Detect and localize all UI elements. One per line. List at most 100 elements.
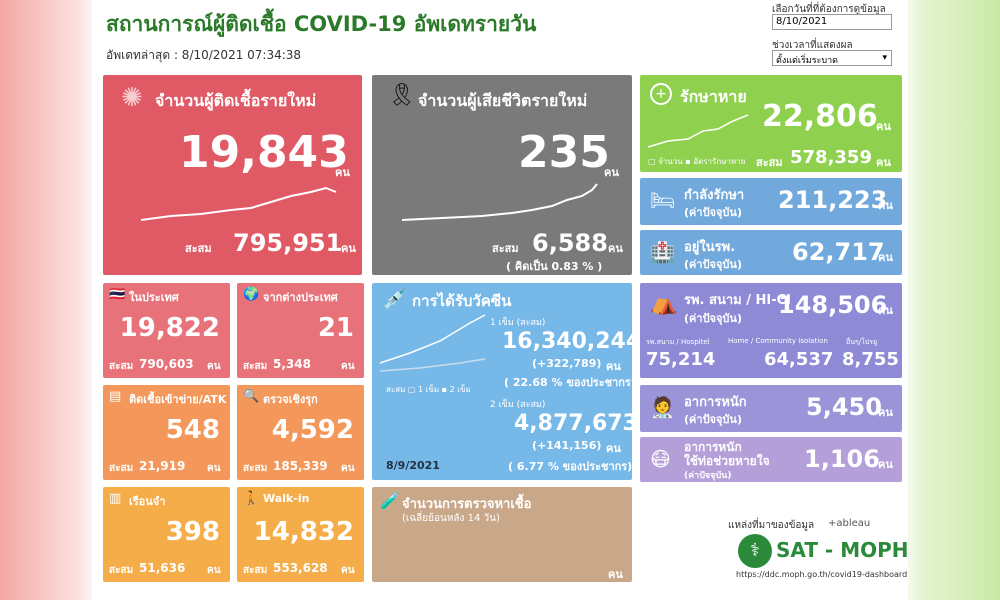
dose1-unit: คน: [606, 360, 621, 373]
total-label: สะสม: [492, 242, 519, 255]
deaths-card: 🎗 จำนวนผู้เสียชีวิตรายใหม่ 235 คน สะสม 6…: [372, 75, 632, 275]
sparkline: [648, 114, 749, 148]
sparkline: [141, 186, 337, 221]
total-unit: คน: [341, 361, 355, 372]
date-label: เลือกวันที่ที่ต้องการดูข้อมูล: [772, 4, 886, 15]
total-unit: คน: [608, 242, 623, 255]
card-title: รักษาหาย: [680, 87, 747, 106]
atk-card: ▤ ติดเชื้อเข้าข่าย/ATK 548 สะสม 21,919 คน: [103, 385, 230, 480]
card-title: จากต่างประเทศ: [263, 291, 338, 304]
sparkline: [380, 314, 486, 372]
note: (ค่าปัจจุบัน): [684, 413, 742, 426]
total-label: สะสม: [756, 156, 783, 169]
prison-card: ▥ เรือนจำ 398 สะสม 51,636 คน: [103, 487, 230, 582]
value: 211,223: [778, 186, 888, 214]
card-title: ติดเชื้อเข้าข่าย/ATK: [129, 393, 227, 406]
dose1: 16,340,244: [502, 329, 632, 354]
unit: คน: [876, 120, 891, 133]
card-title: อยู่ในรพ.: [684, 240, 736, 255]
date-input[interactable]: 8/10/2021: [772, 14, 892, 30]
legend: สะสม ▢ 1 เข็ม ▪ 2 เข็ม: [386, 385, 471, 394]
card-title: ตรวจเชิงรุก: [263, 393, 318, 406]
vaccine-card: 💉 การได้รับวัคซีน สะสม ▢ 1 เข็ม ▪ 2 เข็ม…: [372, 283, 632, 480]
total-unit: คน: [207, 565, 221, 576]
severe-card: 🧑‍⚕️ อาการหนัก (ค่าปัจจุบัน) 5,450 คน: [640, 385, 902, 432]
total: 553,628: [273, 561, 328, 575]
card-title: อาการหนัก: [684, 440, 742, 454]
part-value: 8,755: [842, 349, 899, 370]
total-unit: คน: [341, 565, 355, 576]
dose2-label: 2 เข็ม (สะสม): [490, 400, 546, 410]
card-subtitle: ใช้ท่อช่วยหายใจ: [684, 454, 770, 468]
walkin-card: 🚶 Walk-in 14,832 สะสม 553,628 คน: [237, 487, 364, 582]
value: 21: [317, 313, 354, 343]
legend-label: 1 เข็ม: [418, 385, 440, 394]
url: https://ddc.moph.go.th/covid19-dashboard: [736, 570, 908, 579]
tent-icon: ⛺: [650, 291, 678, 316]
total-label: สะสม: [185, 242, 212, 255]
dose1-new: (+322,789): [532, 357, 602, 370]
total-label: สะสม: [243, 565, 268, 576]
legend-label: สะสม: [386, 385, 406, 394]
total: 21,919: [139, 459, 186, 473]
bed-icon: 🛏: [650, 188, 676, 212]
period-select[interactable]: ตั้งแต่เริ่มระบาด ▾: [772, 50, 892, 66]
ventilator-icon: 😷: [650, 447, 671, 471]
dose1-pct: ( 22.68 % ของประชากร): [504, 376, 632, 389]
legend-label: จำนวน: [658, 157, 683, 166]
total-label: สะสม: [109, 565, 134, 576]
legend-item: ▢ จำนวน ▪ อัตรารักษาหาย: [648, 157, 746, 166]
total: 6,588: [532, 229, 608, 257]
value: 19,822: [119, 313, 220, 343]
value: 548: [165, 415, 220, 445]
total: 578,359: [790, 147, 872, 168]
note: (เฉลี่ยย้อนหลัง 14 วัน): [402, 513, 500, 524]
total-label: สะสม: [243, 361, 268, 372]
total-unit: คน: [876, 156, 891, 169]
field-card: ⛺ รพ. สนาม / HI-CI (ค่าปัจจุบัน) 148,506…: [640, 283, 902, 378]
legend-label: อัตรารักษาหาย: [693, 157, 746, 166]
patient-icon: 🧑‍⚕️: [650, 395, 675, 419]
value: 235: [518, 127, 610, 178]
value: 14,832: [253, 517, 354, 547]
part-value: 64,537: [764, 349, 834, 370]
ribbon-icon: 🎗: [388, 83, 416, 108]
card-title: เรือนจำ: [129, 495, 166, 508]
dose2: 4,877,673: [514, 411, 632, 436]
card-title: การได้รับวัคซีน: [412, 292, 512, 310]
hospital-icon: 🏥: [650, 240, 675, 264]
unit: คน: [878, 251, 893, 264]
card-title: จำนวนผู้ติดเชื้อรายใหม่: [155, 91, 317, 110]
value: 19,843: [179, 127, 349, 178]
value: 1,106: [804, 445, 880, 473]
hospital-card: 🏥 อยู่ในรพ. (ค่าปัจจุบัน) 62,717 คน: [640, 230, 902, 275]
unit: คน: [335, 166, 350, 179]
dose2-new: (+141,156): [532, 439, 602, 452]
treating-card: 🛏 กำลังรักษา (ค่าปัจจุบัน) 211,223 คน: [640, 178, 902, 225]
date: 8/9/2021: [386, 459, 440, 472]
unit: คน: [878, 458, 893, 471]
dropdown-arrow: ▾: [882, 53, 887, 63]
syringe-icon: 💉: [382, 287, 407, 311]
active-card: 🔍 ตรวจเชิงรุก 4,592 สะสม 185,339 คน: [237, 385, 364, 480]
icon: ▥: [109, 491, 122, 506]
part-label: รพ.สนาม / Hospitel: [646, 338, 710, 346]
unit: คน: [608, 568, 623, 581]
title: สถานการณ์ผู้ติดเชื้อ COVID-19 อัพเดทรายว…: [106, 12, 537, 36]
total: 51,636: [139, 561, 186, 575]
recovered-card: + รักษาหาย 22,806 คน ▢ จำนวน ▪ อัตรารักษ…: [640, 75, 902, 172]
note: (ค่าปัจจุบัน): [684, 471, 732, 481]
value: 4,592: [271, 415, 354, 445]
dose2-unit: คน: [606, 442, 621, 455]
new-cases-card: ✺ จำนวนผู้ติดเชื้อรายใหม่ 19,843 คน สะสม…: [103, 75, 362, 275]
card-title: จำนวนผู้เสียชีวิตรายใหม่: [418, 91, 588, 110]
value: 5,450: [806, 393, 882, 421]
total-unit: คน: [207, 361, 221, 372]
virus-icon: ✺: [121, 83, 143, 113]
total-unit: คน: [341, 242, 356, 255]
tests-card: 🧪 จำนวนการตรวจหาเชื้อ (เฉลี่ยย้อนหลัง 14…: [372, 487, 632, 582]
part-value: 75,214: [646, 349, 716, 370]
total-label: สะสม: [243, 463, 268, 474]
imported-card: 🌍 จากต่างประเทศ 21 สะสม 5,348 คน: [237, 283, 364, 378]
